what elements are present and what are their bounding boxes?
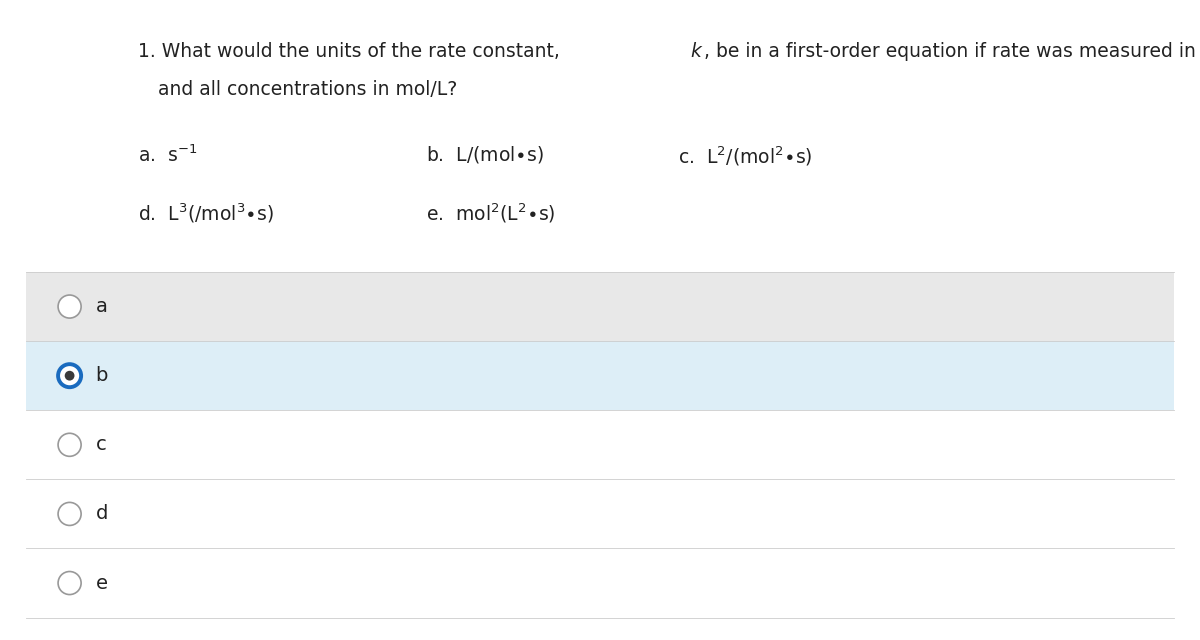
Text: 1. What would the units of the rate constant,: 1. What would the units of the rate cons… [138, 42, 566, 61]
Text: c.  $\mathrm{L}^{2}\mathrm{/(mol}^{2}\mathrm{{\bullet}s)}$: c. $\mathrm{L}^{2}\mathrm{/(mol}^{2}\mat… [678, 144, 812, 168]
Text: e: e [96, 573, 108, 593]
Text: a: a [96, 297, 107, 316]
Ellipse shape [58, 572, 82, 595]
Text: b.  $\mathrm{L/(mol{\bullet}s)}$: b. $\mathrm{L/(mol{\bullet}s)}$ [426, 144, 544, 165]
Ellipse shape [58, 502, 82, 525]
FancyBboxPatch shape [26, 410, 1174, 479]
Text: a.  $\mathrm{s}^{-1}$: a. $\mathrm{s}^{-1}$ [138, 144, 198, 166]
Text: , be in a first-order equation if rate was measured in mol/(L•s): , be in a first-order equation if rate w… [704, 42, 1200, 61]
Text: d.  $\mathrm{L}^{3}\mathrm{(/mol}^{3}\mathrm{{\bullet}s)}$: d. $\mathrm{L}^{3}\mathrm{(/mol}^{3}\mat… [138, 202, 274, 225]
Text: b: b [96, 366, 108, 385]
FancyBboxPatch shape [26, 548, 1174, 618]
Ellipse shape [58, 364, 82, 387]
Text: k: k [690, 42, 701, 61]
Ellipse shape [65, 371, 74, 381]
Ellipse shape [58, 433, 82, 456]
FancyBboxPatch shape [26, 341, 1174, 410]
Text: c: c [96, 435, 107, 454]
Ellipse shape [58, 295, 82, 318]
Text: e.  $\mathrm{mol}^{2}\mathrm{(L}^{2}\mathrm{{\bullet}s)}$: e. $\mathrm{mol}^{2}\mathrm{(L}^{2}\math… [426, 202, 556, 225]
Text: and all concentrations in mol/L?: and all concentrations in mol/L? [158, 80, 457, 99]
FancyBboxPatch shape [26, 479, 1174, 548]
Text: d: d [96, 504, 108, 524]
FancyBboxPatch shape [26, 272, 1174, 341]
